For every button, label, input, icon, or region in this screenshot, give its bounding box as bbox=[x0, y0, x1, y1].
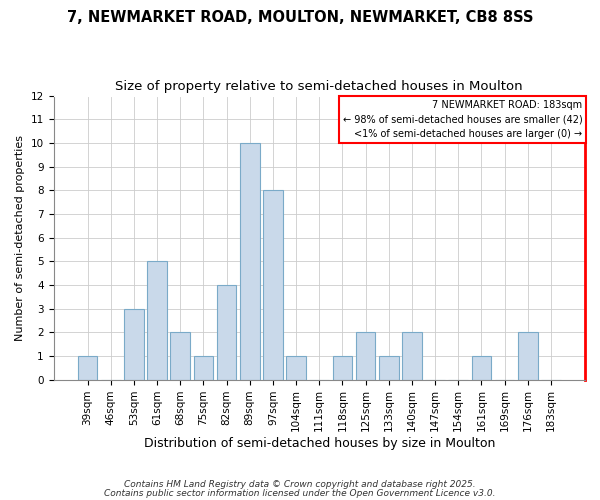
Bar bbox=[379, 356, 398, 380]
Bar bbox=[170, 332, 190, 380]
Bar bbox=[472, 356, 491, 380]
Bar bbox=[263, 190, 283, 380]
X-axis label: Distribution of semi-detached houses by size in Moulton: Distribution of semi-detached houses by … bbox=[143, 437, 495, 450]
Bar bbox=[286, 356, 306, 380]
Bar bbox=[518, 332, 538, 380]
Text: 7, NEWMARKET ROAD, MOULTON, NEWMARKET, CB8 8SS: 7, NEWMARKET ROAD, MOULTON, NEWMARKET, C… bbox=[67, 10, 533, 25]
Text: Contains public sector information licensed under the Open Government Licence v3: Contains public sector information licen… bbox=[104, 489, 496, 498]
Bar bbox=[147, 261, 167, 380]
Bar bbox=[124, 308, 144, 380]
Bar bbox=[217, 285, 236, 380]
Text: 7 NEWMARKET ROAD: 183sqm
← 98% of semi-detached houses are smaller (42)
<1% of s: 7 NEWMARKET ROAD: 183sqm ← 98% of semi-d… bbox=[343, 100, 583, 140]
Bar bbox=[332, 356, 352, 380]
Bar bbox=[77, 356, 97, 380]
Y-axis label: Number of semi-detached properties: Number of semi-detached properties bbox=[15, 134, 25, 340]
Bar bbox=[194, 356, 213, 380]
Bar bbox=[240, 143, 260, 380]
Bar bbox=[402, 332, 422, 380]
Title: Size of property relative to semi-detached houses in Moulton: Size of property relative to semi-detach… bbox=[115, 80, 523, 93]
Text: Contains HM Land Registry data © Crown copyright and database right 2025.: Contains HM Land Registry data © Crown c… bbox=[124, 480, 476, 489]
Bar bbox=[356, 332, 376, 380]
